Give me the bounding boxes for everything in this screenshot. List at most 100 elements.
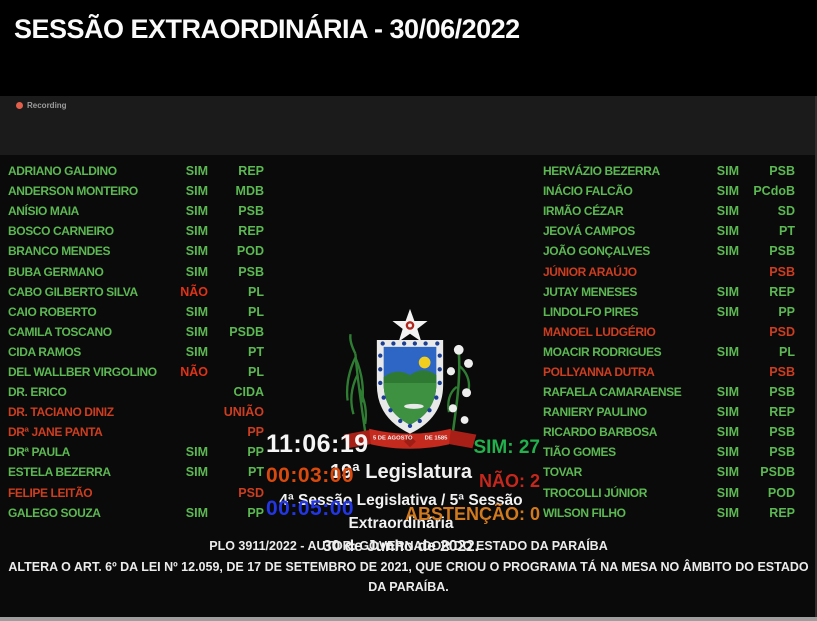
deputy-vote: SIM xyxy=(185,344,208,359)
deputy-name: DEL WALLBER VIRGOLINO xyxy=(8,364,157,379)
deputy-row: IRMÃO CÉZAR SIM SD xyxy=(543,201,795,221)
recording-dot-icon xyxy=(16,102,23,109)
deputy-name: ANÍSIO MAIA xyxy=(8,204,79,219)
deputy-party: PL xyxy=(248,284,264,299)
session-clock: 11:06:19 xyxy=(266,430,369,458)
deputy-vote: SIM xyxy=(716,425,739,440)
deputy-party: MDB xyxy=(235,184,264,199)
deputy-panel-right: HERVÁZIO BEZERRA SIM PSB INÁCIO FALCÃO S… xyxy=(543,161,795,523)
deputy-vote: SIM xyxy=(716,465,739,480)
deputy-party: REP xyxy=(238,164,264,179)
deputy-vote: SIM xyxy=(716,244,739,259)
deputy-vote: SIM xyxy=(185,445,208,460)
deputy-name: TIÃO GOMES xyxy=(543,445,616,460)
deputy-row: ANDERSON MONTEIRO SIM MDB xyxy=(8,181,264,201)
deputy-party: PP xyxy=(247,505,264,520)
deputy-row: JÚNIOR ARAÚJO PSB xyxy=(543,261,795,281)
deputy-name: DR. TACIANO DINIZ xyxy=(8,405,114,420)
recording-indicator: Recording xyxy=(16,101,67,110)
deputy-name: RICARDO BARBOSA xyxy=(543,425,658,440)
deputy-row: TOVAR SIM PSDB xyxy=(543,462,795,482)
tally-nao: NÃO: 2 xyxy=(478,471,540,491)
deputy-row: TROCOLLI JÚNIOR SIM POD xyxy=(543,483,795,503)
deputy-vote: SIM xyxy=(716,405,739,420)
deputy-party: REP xyxy=(769,405,795,420)
deputy-vote: SIM xyxy=(716,485,739,500)
bill-summary: PLO 3911/2022 - AUTOR: GOVERNADOR DO EST… xyxy=(8,536,809,597)
deputy-name: DRª PAULA xyxy=(8,445,70,460)
frame-edge-right xyxy=(815,96,817,617)
deputy-vote: SIM xyxy=(185,264,208,279)
session-date: 30 de Junho de 2022. xyxy=(323,538,479,555)
deputy-party: PP xyxy=(247,445,264,460)
deputy-vote: SIM xyxy=(185,224,208,239)
deputy-vote: SIM xyxy=(185,324,208,339)
deputy-row: MANOEL LUDGÉRIO PSD xyxy=(543,322,795,342)
deputy-row: HERVÁZIO BEZERRA SIM PSB xyxy=(543,161,795,181)
deputy-row: BRANCO MENDES SIM POD xyxy=(8,241,264,261)
bill-title: PLO 3911/2022 - AUTOR: GOVERNADOR DO EST… xyxy=(209,539,608,553)
deputy-row: WILSON FILHO SIM REP xyxy=(543,503,795,523)
deputy-name: CAMILA TOSCANO xyxy=(8,324,112,339)
deputy-row: GALEGO SOUZA SIM PP xyxy=(8,503,264,523)
deputy-party: PT xyxy=(779,224,795,239)
deputy-party: REP xyxy=(238,224,264,239)
deputy-name: CABO GILBERTO SILVA xyxy=(8,284,138,299)
deputy-vote: SIM xyxy=(716,284,739,299)
ribbon-text-right: DE 1585 xyxy=(425,436,448,442)
deputy-row: CIDA RAMOS SIM PT xyxy=(8,342,264,362)
deputy-name: POLLYANNA DUTRA xyxy=(543,364,655,379)
cotton-branch xyxy=(446,344,473,432)
shield-border-dots xyxy=(378,341,442,428)
deputy-row: JUTAY MENESES SIM REP xyxy=(543,282,795,302)
deputy-party: CIDA xyxy=(233,385,264,400)
deputy-name: LINDOLFO PIRES xyxy=(543,304,639,319)
deputy-name: TOVAR xyxy=(543,465,582,480)
deputy-party: PSD xyxy=(238,485,264,500)
deputy-name: ESTELA BEZERRA xyxy=(8,465,111,480)
tally-abstencao: ABSTENÇÃO: 0 xyxy=(404,504,540,524)
frame-edge-bottom xyxy=(0,617,817,621)
deputy-party: PSB xyxy=(238,204,264,219)
deputy-party: PSB xyxy=(769,164,795,179)
deputy-name: WILSON FILHO xyxy=(543,505,626,520)
deputy-vote: SIM xyxy=(185,304,208,319)
ribbon-text-left: 5 DE AGOSTO xyxy=(373,436,413,442)
deputy-name: TROCOLLI JÚNIOR xyxy=(543,485,647,500)
deputy-vote: NÃO xyxy=(180,364,208,379)
deputy-name: ADRIANO GALDINO xyxy=(8,164,117,179)
sugarcane-branch xyxy=(345,334,368,432)
deputy-vote: SIM xyxy=(716,505,739,520)
deputy-name: ANDERSON MONTEIRO xyxy=(8,184,138,199)
deputy-vote: SIM xyxy=(716,304,739,319)
deputy-name: BRANCO MENDES xyxy=(8,244,111,259)
deputy-row: CABO GILBERTO SILVA NÃO PL xyxy=(8,282,264,302)
deputy-party: PSB xyxy=(769,445,795,460)
deputy-name: CIDA RAMOS xyxy=(8,344,81,359)
tally-sim: SIM: 27 xyxy=(473,437,540,458)
deputy-row: DR. ERICO CIDA xyxy=(8,382,264,402)
deputy-vote: SIM xyxy=(716,385,739,400)
deputy-row: RANIERY PAULINO SIM REP xyxy=(543,402,795,422)
deputy-name: DRª JANE PANTA xyxy=(8,425,103,440)
voting-board: ADRIANO GALDINO SIM REP ANDERSON MONTEIR… xyxy=(0,155,817,617)
deputy-row: TIÃO GOMES SIM PSB xyxy=(543,442,795,462)
deputy-name: RAFAELA CAMARAENSE xyxy=(543,385,682,400)
deputy-party: PL xyxy=(248,304,264,319)
deputy-name: GALEGO SOUZA xyxy=(8,505,101,520)
deputy-party: PL xyxy=(248,364,264,379)
deputy-name: INÁCIO FALCÃO xyxy=(543,184,633,199)
deputy-party: PL xyxy=(779,344,795,359)
deputy-party: PSB xyxy=(769,364,795,379)
deputy-vote: SIM xyxy=(716,445,739,460)
deputy-panel-left: ADRIANO GALDINO SIM REP ANDERSON MONTEIR… xyxy=(8,161,264,523)
deputy-party: PSD xyxy=(769,324,795,339)
paraiba-coat-of-arms: 5 DE AGOSTO DE 1585 xyxy=(343,308,477,449)
deputy-party: REP xyxy=(769,505,795,520)
deputy-vote: SIM xyxy=(185,465,208,480)
deputy-party: PSB xyxy=(238,264,264,279)
deputy-vote: SIM xyxy=(716,164,739,179)
page-title: SESSÃO EXTRAORDINÁRIA - 30/06/2022 xyxy=(14,14,520,44)
deputy-name: RANIERY PAULINO xyxy=(543,405,647,420)
